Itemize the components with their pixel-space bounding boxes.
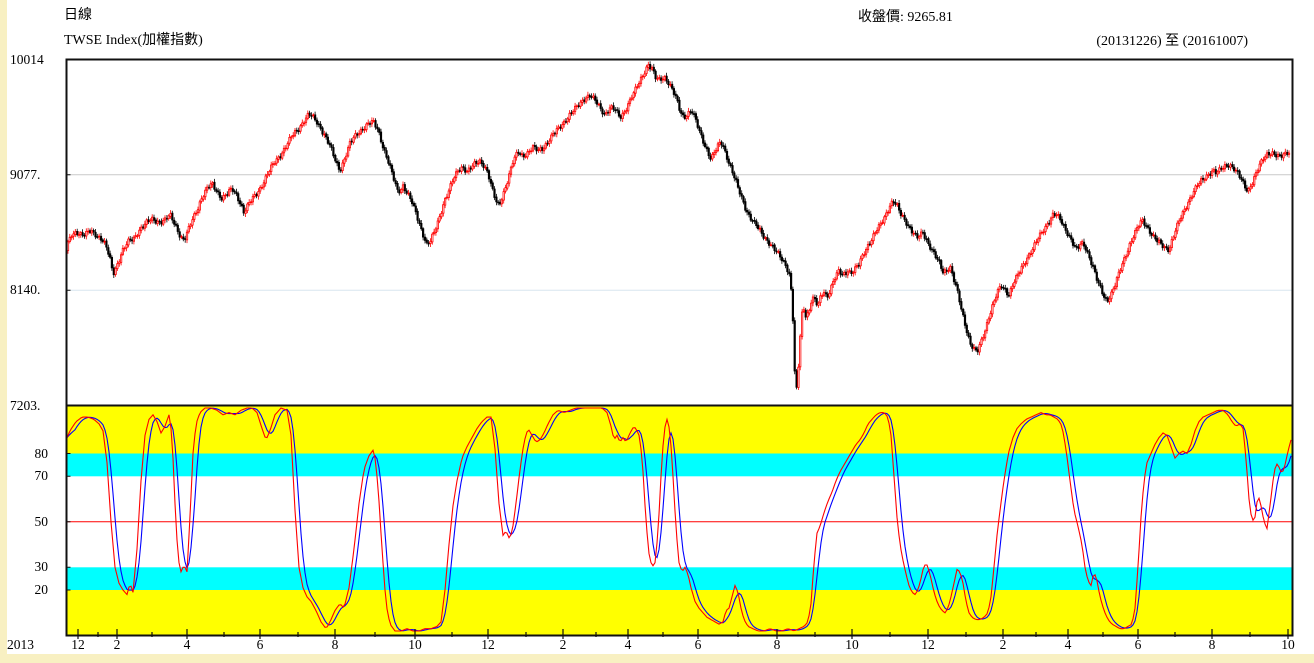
price-axis-label: 7203. — [10, 398, 41, 413]
x-axis-month-label: 6 — [1134, 637, 1142, 652]
price-axis-label: 8140. — [10, 282, 41, 297]
x-axis-month-label: 4 — [624, 637, 632, 652]
price-axis-label: 10014 — [10, 52, 44, 67]
down-candles — [76, 61, 1289, 390]
x-axis-month-label: 4 — [183, 637, 191, 652]
x-axis-month-label: 8 — [1208, 637, 1216, 652]
x-axis-year-label: 2013 — [7, 637, 34, 652]
x-axis-ticks — [77, 629, 1289, 639]
osc-band — [66, 567, 1293, 591]
x-axis-month-label: 6 — [694, 637, 702, 652]
oscillator-axis-label: 20 — [34, 582, 49, 597]
x-axis-month-label: 12 — [71, 637, 85, 652]
x-axis-month-label: 8 — [773, 637, 781, 652]
x-axis-month-label: 10 — [1281, 637, 1295, 652]
osc-band — [66, 453, 1293, 477]
left-edge-strip — [0, 0, 7, 663]
up-candle-wicks — [67, 61, 1290, 390]
oscillator-axis-label: 50 — [34, 514, 49, 529]
x-axis-month-label: 6 — [256, 637, 264, 652]
x-axis-month-label: 10 — [408, 637, 422, 652]
x-axis-month-label: 2 — [559, 637, 567, 652]
oscillator-axis-label: 70 — [34, 468, 49, 483]
period-label: 日線 — [64, 8, 92, 23]
x-axis-month-label: 10 — [845, 637, 859, 652]
plot-border — [65, 58, 1294, 637]
x-axis-month-label: 4 — [1064, 637, 1072, 652]
oscillator-axis-label: 30 — [34, 559, 49, 574]
chart-title: TWSE Index(加權指數) — [64, 33, 203, 48]
x-axis-month-label: 12 — [921, 637, 935, 652]
close-price-label: 收盤價: 9265.81 — [858, 10, 953, 25]
osc-band — [66, 590, 1293, 636]
oscillator-axis-label: 80 — [34, 446, 49, 461]
up-candle-bodies — [66, 64, 1291, 388]
d-line — [66, 407, 1292, 632]
y-axis-ticks — [66, 174, 71, 591]
price-axis-label: 9077. — [10, 167, 41, 182]
x-axis-month-label: 8 — [331, 637, 339, 652]
x-axis-month-label: 2 — [999, 637, 1007, 652]
osc-band — [66, 405, 1293, 454]
x-axis-month-label: 2 — [113, 637, 121, 652]
k-line — [66, 407, 1292, 632]
date-range-label: (20131226) 至 (20161007) — [1096, 34, 1248, 49]
bottom-edge-strip — [0, 654, 1314, 663]
x-axis-month-label: 12 — [481, 637, 495, 652]
